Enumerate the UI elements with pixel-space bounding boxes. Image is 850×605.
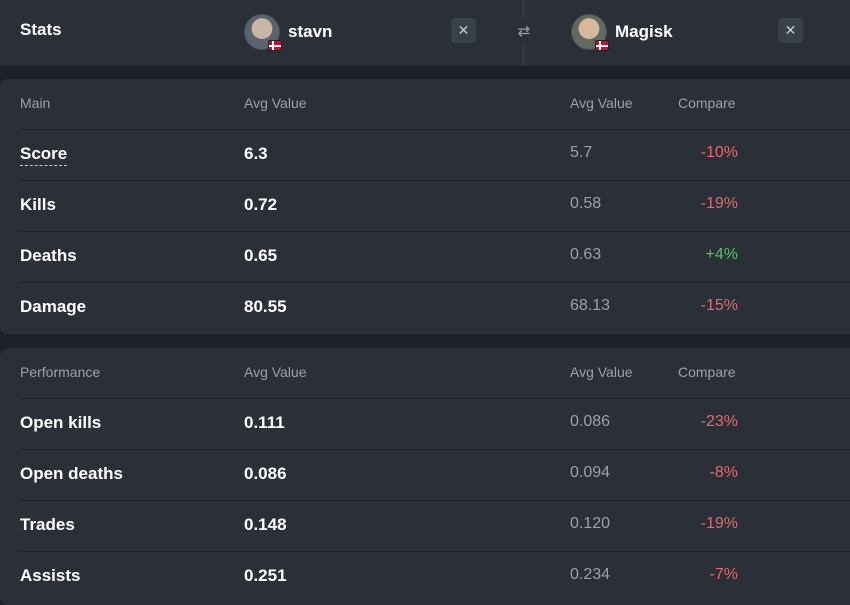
player-1-value: 0.086: [244, 464, 287, 483]
section-header: Performance Avg Value Avg Value Compare: [0, 348, 850, 398]
player-1-value: 0.251: [244, 566, 287, 585]
player-1-value: 80.55: [244, 297, 287, 316]
compare-header: Compare: [678, 95, 736, 111]
section-header: Main Avg Value Avg Value Compare: [0, 79, 850, 129]
compare-value: -19%: [700, 515, 738, 532]
table-row: Deaths 0.65 0.63 +4%: [0, 231, 850, 282]
section-title: Performance: [20, 364, 101, 380]
table-row: Assists 0.251 0.234 -7%: [0, 551, 850, 602]
player-1[interactable]: stavn: [244, 12, 332, 52]
table-row: Open kills 0.111 0.086 -23%: [0, 398, 850, 449]
stat-label: Open kills: [20, 413, 102, 432]
avatar: [571, 14, 609, 51]
stat-label: Open deaths: [20, 464, 123, 483]
performance-stats-section: Performance Avg Value Avg Value Compare …: [0, 348, 850, 605]
compare-value: -8%: [709, 464, 738, 481]
remove-player-1-button[interactable]: ✕: [451, 18, 476, 43]
stats-title: Stats: [20, 20, 62, 39]
stat-label: Damage: [20, 297, 87, 316]
player-1-name[interactable]: stavn: [288, 22, 333, 41]
stat-label: Deaths: [20, 246, 77, 265]
stats-header: Stats stavn ✕ ⇄ Magisk ✕: [0, 0, 850, 66]
avg-value-header-2: Avg Value: [570, 95, 633, 111]
stat-label-score[interactable]: Score: [20, 144, 68, 166]
player-1-value: 0.148: [244, 515, 287, 534]
avg-value-header-2: Avg Value: [570, 364, 633, 380]
player-1-value: 6.3: [244, 144, 268, 163]
swap-players-button[interactable]: ⇄: [510, 18, 538, 43]
player-2-value: 68.13: [570, 297, 611, 314]
compare-value: -10%: [700, 144, 738, 161]
denmark-flag-icon: [595, 40, 609, 51]
stat-label: Kills: [20, 195, 56, 214]
close-icon: ✕: [784, 22, 797, 38]
compare-value: -23%: [700, 413, 738, 430]
player-2[interactable]: Magisk: [571, 12, 673, 52]
swap-arrows-icon: ⇄: [517, 22, 531, 40]
player-2-value: 0.58: [570, 195, 602, 212]
denmark-flag-icon: [268, 40, 282, 51]
avatar: [244, 14, 282, 51]
player-2-value: 0.120: [570, 515, 611, 532]
compare-value: -19%: [700, 195, 738, 212]
section-title: Main: [20, 95, 51, 111]
player-1-value: 0.65: [244, 246, 278, 265]
player-2-name[interactable]: Magisk: [615, 22, 673, 41]
player-2-value: 0.234: [570, 566, 611, 583]
compare-value: -15%: [700, 297, 738, 314]
table-row: Trades 0.148 0.120 -19%: [0, 500, 850, 551]
compare-value: +4%: [705, 246, 738, 263]
table-row: Open deaths 0.086 0.094 -8%: [0, 449, 850, 500]
player-2-value: 0.094: [570, 464, 611, 481]
compare-value: -7%: [709, 566, 738, 583]
player-2-value: 0.086: [570, 413, 611, 430]
table-row: Kills 0.72 0.58 -19%: [0, 180, 850, 231]
remove-player-2-button[interactable]: ✕: [778, 18, 803, 43]
main-stats-section: Main Avg Value Avg Value Compare Score 6…: [0, 79, 850, 334]
close-icon: ✕: [457, 22, 470, 38]
player-1-value: 0.111: [244, 413, 285, 432]
compare-header: Compare: [678, 364, 736, 380]
player-2-value: 5.7: [570, 144, 593, 161]
table-row: Score 6.3 5.7 -10%: [0, 129, 850, 180]
player-2-value: 0.63: [570, 246, 602, 263]
stat-label: Assists: [20, 566, 81, 585]
table-row: Damage 80.55 68.13 -15%: [0, 282, 850, 333]
avg-value-header-1: Avg Value: [244, 364, 307, 380]
avg-value-header-1: Avg Value: [244, 95, 307, 111]
player-1-value: 0.72: [244, 195, 278, 214]
stat-label: Trades: [20, 515, 75, 534]
